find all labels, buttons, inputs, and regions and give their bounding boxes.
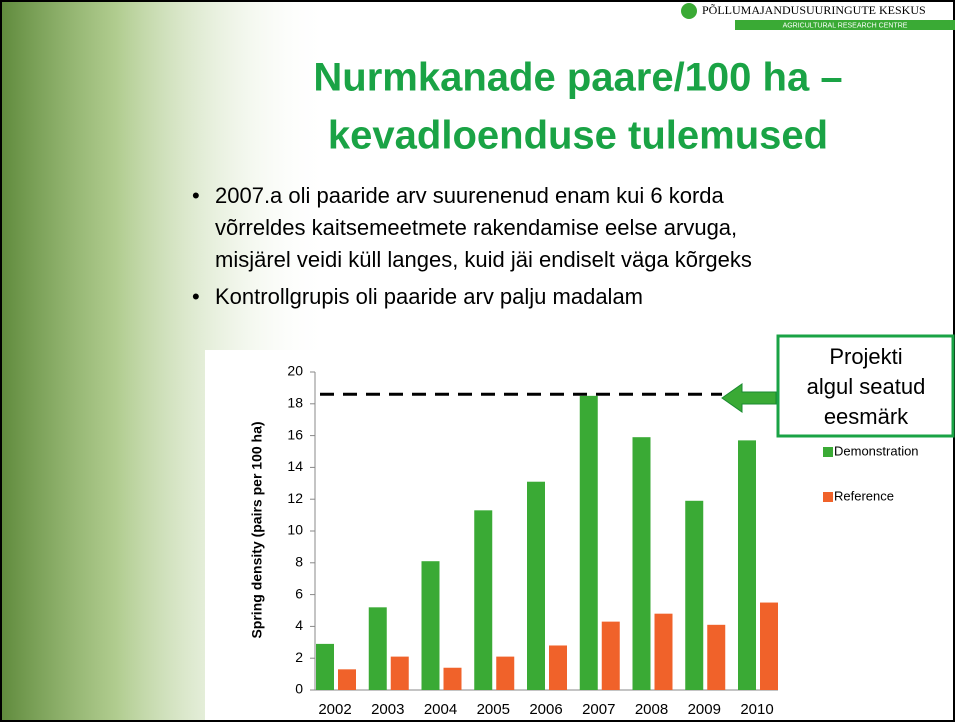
bar [549, 645, 567, 690]
x-tick-label: 2003 [371, 701, 404, 718]
callout-text: algul seatud [807, 374, 926, 399]
bar [316, 644, 334, 690]
logo-icon [681, 3, 697, 19]
legend-label: Reference [834, 488, 894, 503]
bullet-text: misjärel veidi küll langes, kuid jäi end… [215, 247, 752, 272]
bar [444, 668, 462, 690]
y-tick-label: 20 [287, 363, 303, 379]
title: Nurmkanade paare/100 ha – [313, 56, 842, 100]
logo-subtitle: AGRICULTURAL RESEARCH CENTRE [783, 22, 908, 29]
bar [738, 440, 756, 690]
legend-label: Demonstration [834, 443, 919, 458]
bar [391, 657, 409, 690]
bullet-text: 2007.a oli paaride arv suurenenud enam k… [215, 183, 725, 208]
bar [633, 437, 651, 690]
x-tick-label: 2006 [529, 701, 562, 718]
bar [685, 501, 703, 690]
y-tick-label: 8 [295, 554, 303, 570]
x-tick-label: 2007 [582, 701, 615, 718]
x-tick-label: 2002 [318, 701, 351, 718]
x-tick-label: 2005 [477, 701, 510, 718]
legend-swatch [823, 492, 833, 502]
bar [655, 614, 673, 690]
bar [527, 482, 545, 690]
title: kevadloenduse tulemused [328, 114, 828, 158]
y-tick-label: 10 [287, 522, 303, 538]
bar [602, 622, 620, 690]
bar [422, 561, 440, 690]
bullet-dot: • [192, 183, 200, 208]
x-tick-label: 2010 [740, 701, 773, 718]
bar [474, 510, 492, 690]
bar [496, 657, 514, 690]
bar [760, 603, 778, 690]
x-tick-label: 2008 [635, 701, 668, 718]
bar [580, 396, 598, 690]
y-tick-label: 0 [295, 681, 303, 697]
slide: PÕLLUMAJANDUSUURINGUTE KESKUS AGRICULTUR… [0, 0, 955, 722]
y-tick-label: 18 [287, 395, 303, 411]
legend-swatch [823, 447, 833, 457]
y-tick-label: 6 [295, 585, 303, 601]
y-tick-label: 4 [295, 617, 303, 633]
y-tick-label: 16 [287, 426, 303, 442]
callout-text: eesmärk [824, 404, 909, 429]
x-tick-label: 2009 [688, 701, 721, 718]
bar [707, 625, 725, 690]
page: PÕLLUMAJANDUSUURINGUTE KESKUS AGRICULTUR… [0, 0, 955, 722]
y-tick-label: 2 [295, 649, 303, 665]
callout-text: Projekti [829, 344, 902, 369]
y-tick-label: 12 [287, 490, 303, 506]
x-tick-label: 2004 [424, 701, 457, 718]
bar [338, 669, 356, 690]
logo-name: PÕLLUMAJANDUSUURINGUTE KESKUS [702, 3, 926, 17]
y-axis-label: Spring density (pairs per 100 ha) [249, 421, 265, 638]
bullet-text: Kontrollgrupis oli paaride arv palju mad… [215, 284, 643, 309]
bullet-dot: • [192, 284, 200, 309]
bullet-text: võrreldes kaitsemeetmete rakendamise eel… [215, 215, 737, 240]
bar [369, 607, 387, 690]
y-tick-label: 14 [287, 458, 303, 474]
